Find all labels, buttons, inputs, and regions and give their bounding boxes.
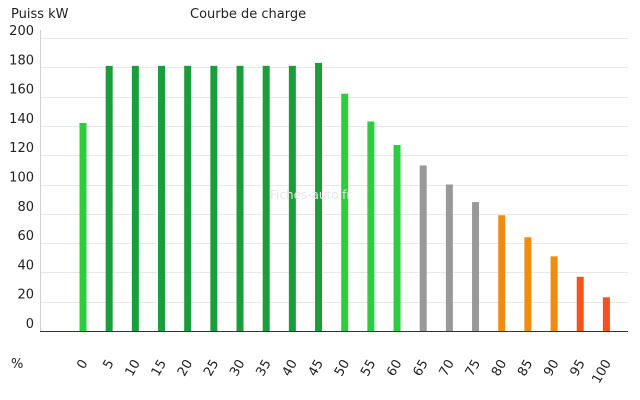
bar-55	[367, 121, 375, 331]
y-axis-title: Puiss kW	[11, 7, 69, 22]
bar-10	[131, 65, 139, 331]
bar-45	[315, 62, 323, 332]
bar-70	[445, 184, 453, 331]
bar-95	[576, 276, 584, 331]
x-tick-label: 10	[123, 357, 144, 379]
x-tick-label: 65	[410, 357, 431, 379]
bar-5	[105, 65, 113, 331]
chart-title: Courbe de charge	[190, 7, 307, 22]
x-tick-label: 25	[201, 357, 222, 379]
x-tick-label: 80	[489, 357, 510, 379]
bar-0	[79, 122, 87, 331]
y-tick-label: 100	[9, 171, 34, 186]
y-tick-label: 80	[17, 200, 34, 215]
bar-100	[602, 297, 610, 331]
bar-60	[393, 144, 401, 331]
y-tick-label: 20	[17, 288, 34, 303]
y-tick-label: 40	[17, 258, 34, 273]
x-tick-label: 75	[463, 357, 484, 379]
x-tick-label: 0	[74, 357, 91, 372]
x-tick-label: 20	[175, 357, 196, 379]
x-tick-label: 45	[306, 357, 327, 379]
y-tick-label: 160	[9, 83, 34, 98]
y-tick-label: 0	[26, 317, 34, 332]
y-tick-label: 200	[9, 24, 34, 39]
bar-75	[472, 202, 480, 331]
y-tick-label: 120	[9, 141, 34, 156]
y-tick-label: 140	[9, 112, 34, 127]
bar-90	[550, 256, 558, 331]
x-tick-label: 50	[332, 357, 353, 379]
y-tick-label: 60	[17, 229, 34, 244]
bar-25	[210, 65, 218, 331]
x-tick-label: 35	[253, 357, 274, 379]
x-tick-label: 90	[541, 357, 562, 379]
bar-30	[236, 65, 244, 331]
x-tick-label: 100	[589, 357, 614, 386]
bar-35	[262, 65, 270, 331]
x-tick-label: 5	[101, 357, 118, 372]
x-tick-label: 60	[384, 357, 405, 379]
bar-40	[288, 65, 296, 331]
bar-65	[419, 165, 427, 331]
bar-50	[341, 93, 349, 331]
watermark: Fiches-auto.fr	[270, 188, 352, 202]
x-tick-label: 95	[567, 357, 588, 379]
bar-80	[498, 215, 506, 331]
bar-20	[184, 65, 192, 331]
bar-85	[524, 237, 532, 331]
x-tick-label: 40	[280, 357, 301, 379]
x-tick-label: 70	[437, 357, 458, 379]
bar-15	[158, 65, 166, 331]
x-tick-label: 85	[515, 357, 536, 379]
x-tick-label: 55	[358, 357, 379, 379]
x-axis-unit: %	[11, 357, 24, 372]
y-tick-label: 180	[9, 53, 34, 68]
x-tick-label: 30	[227, 357, 248, 379]
x-tick-label: 15	[149, 357, 170, 379]
